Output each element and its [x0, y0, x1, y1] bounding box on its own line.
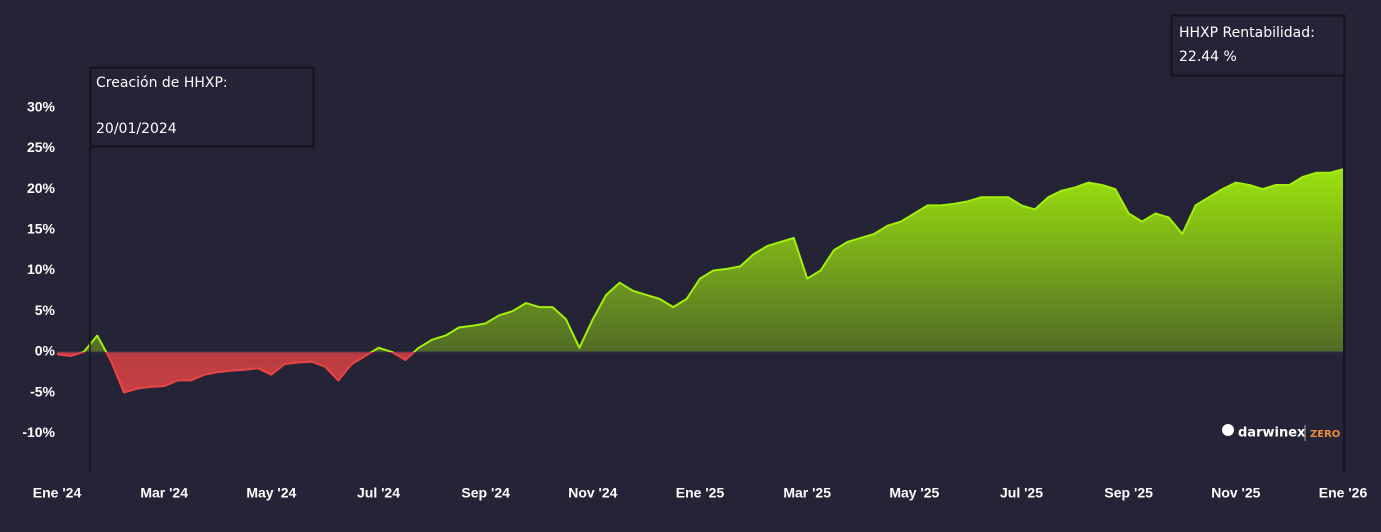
x-tick-label: Sep '25 [1104, 485, 1153, 501]
return-value: 22.44 % [1179, 49, 1237, 65]
x-tick-label: Sep '24 [461, 485, 510, 501]
y-tick-label: -10% [22, 424, 55, 440]
y-tick-label: 30% [27, 98, 56, 114]
x-tick-label: Mar '25 [783, 485, 831, 501]
return-title: HHXP Rentabilidad: [1179, 25, 1315, 41]
y-tick-label: 20% [27, 180, 56, 196]
brand-icon [1222, 424, 1234, 436]
brand-tag: ZERO [1310, 429, 1340, 440]
x-tick-label: Jul '24 [357, 485, 400, 501]
x-tick-label: Mar '24 [140, 485, 188, 501]
x-tick-label: May '24 [246, 485, 296, 501]
x-tick-label: May '25 [889, 485, 939, 501]
y-tick-label: -5% [30, 383, 55, 399]
x-tick-label: Nov '24 [568, 485, 617, 501]
y-tick-label: 0% [35, 343, 56, 359]
y-tick-label: 15% [27, 220, 56, 236]
return-box [1170, 14, 1346, 77]
brand-name: darwinex [1238, 426, 1306, 441]
brand: darwinex ZERO [1222, 424, 1340, 441]
creation-box [89, 66, 315, 148]
x-tick-label: Jul '25 [1000, 485, 1043, 501]
x-tick-label: Ene '25 [676, 485, 725, 501]
creation-date: 20/01/2024 [96, 121, 177, 137]
plot: -10% -5% 0% 5% 10% 15% 20% 25% 30% Ene '24 Mar '24… [22, 98, 1367, 500]
line [56, 168, 1344, 394]
x-tick-label: Ene '26 [1319, 485, 1368, 501]
x-tick-label: Ene '24 [33, 485, 82, 501]
creation-title: Creación de HHXP: [96, 75, 228, 91]
x-tick-label: Nov '25 [1211, 485, 1260, 501]
y-tick-label: 25% [27, 139, 56, 155]
y-tick-label: 10% [27, 261, 56, 277]
y-tick-label: 5% [35, 302, 56, 318]
area [57, 169, 1343, 393]
